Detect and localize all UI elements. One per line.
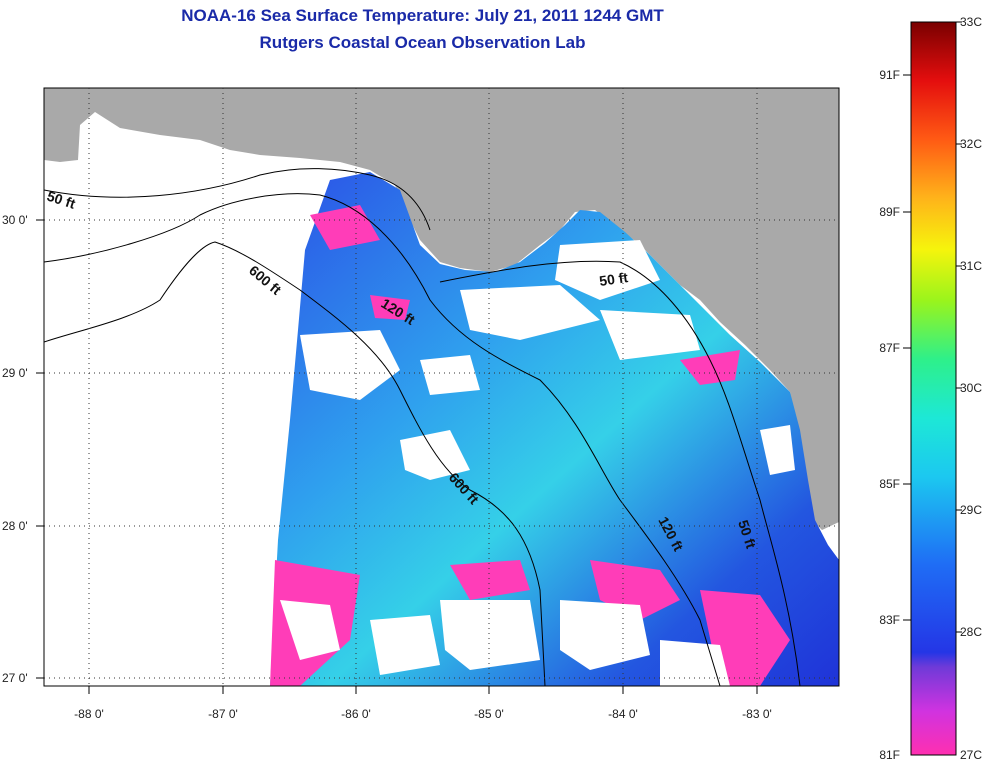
lon-label-84: -84 0' bbox=[608, 707, 638, 721]
colorbar-c-label: 28C bbox=[960, 625, 982, 639]
lat-label-29: 29 0' bbox=[2, 366, 28, 380]
colorbar-f-label: 91F bbox=[879, 68, 900, 82]
isobath-lines bbox=[44, 168, 801, 686]
isobath-50ft-east bbox=[439, 260, 801, 686]
map-area bbox=[44, 88, 839, 686]
lon-label-86: -86 0' bbox=[341, 707, 371, 721]
colorbar-c-label: 30C bbox=[960, 381, 982, 395]
frame-ticks bbox=[36, 219, 758, 694]
colorbar-f-label: 85F bbox=[879, 477, 900, 491]
land-mass bbox=[44, 88, 839, 530]
sst-swath bbox=[270, 172, 839, 686]
colorbar-ticks bbox=[903, 21, 962, 633]
isobath-50ft-west bbox=[44, 168, 431, 231]
map-subtitle: Rutgers Coastal Ocean Observation Lab bbox=[259, 33, 586, 52]
lon-label-83: -83 0' bbox=[742, 707, 772, 721]
colorbar-c-label: 33C bbox=[960, 15, 982, 29]
colorbar-c-label: 31C bbox=[960, 259, 982, 273]
colorbar-c-label: 32C bbox=[960, 137, 982, 151]
isobath-label-50ft-north: 50 ft bbox=[598, 269, 629, 289]
lon-label-85: -85 0' bbox=[474, 707, 504, 721]
colorbar bbox=[910, 21, 957, 756]
lat-label-30: 30 0' bbox=[2, 213, 28, 227]
lat-label-28: 28 0' bbox=[2, 519, 28, 533]
colorbar-f-label: 81F bbox=[879, 748, 900, 762]
colorbar-f-label: 89F bbox=[879, 205, 900, 219]
map-title: NOAA-16 Sea Surface Temperature: July 21… bbox=[181, 6, 664, 25]
colorbar-f-label: 83F bbox=[879, 613, 900, 627]
cloud-patches bbox=[280, 240, 795, 686]
map-frame bbox=[43, 87, 840, 687]
lon-label-87: -87 0' bbox=[208, 707, 238, 721]
colorbar-c-label: 27C bbox=[960, 748, 982, 762]
lat-label-27: 27 0' bbox=[2, 671, 28, 685]
isobath-120ft bbox=[44, 193, 721, 686]
lon-label-88: -88 0' bbox=[74, 707, 104, 721]
colorbar-c-label: 29C bbox=[960, 503, 982, 517]
isobath-600ft bbox=[44, 241, 546, 686]
colorbar-f-label: 87F bbox=[879, 341, 900, 355]
